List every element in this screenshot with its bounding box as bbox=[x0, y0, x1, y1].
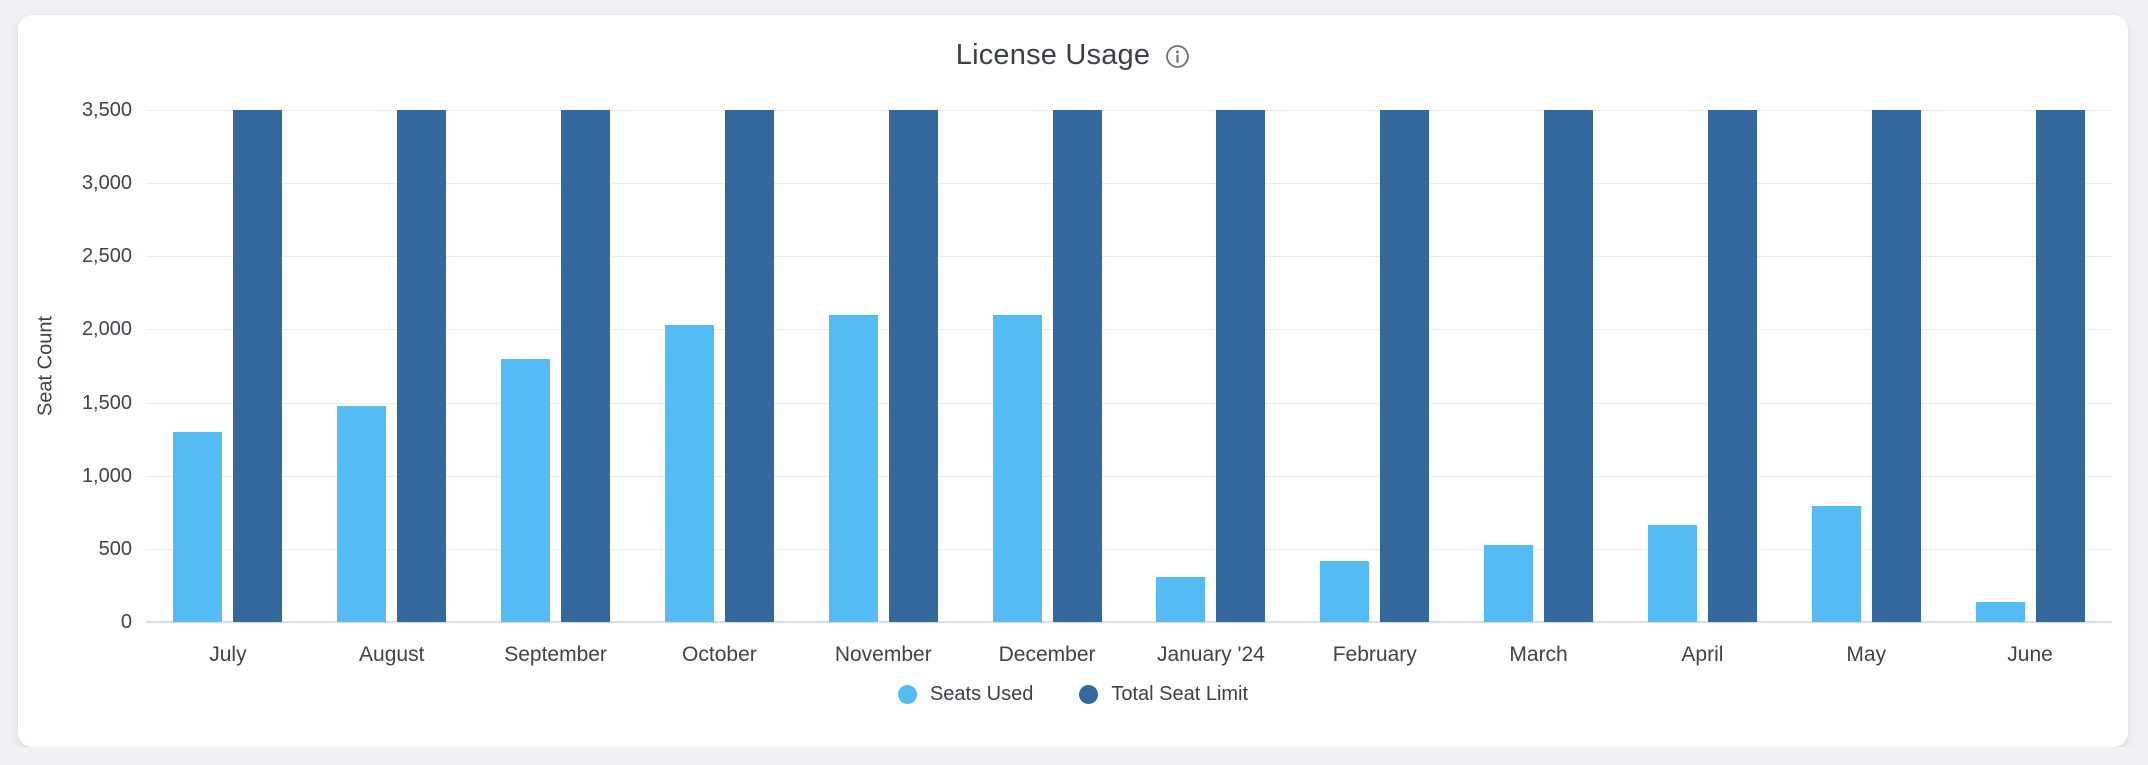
y-tick-label: 1,000 bbox=[81, 464, 132, 487]
x-tick-label: October bbox=[682, 643, 757, 666]
y-tick-label: 3,500 bbox=[81, 99, 132, 121]
bar-seats-used[interactable] bbox=[173, 431, 223, 622]
chart-card: License Usage Seat Count Seats Used Total… bbox=[18, 15, 2128, 747]
chart-title: License Usage bbox=[955, 39, 1151, 71]
bar-total-seat-limit[interactable] bbox=[1380, 110, 1430, 622]
x-tick-label: February bbox=[1332, 643, 1417, 666]
page-background-strip bbox=[0, 747, 2148, 765]
gridline bbox=[146, 329, 2112, 331]
y-tick-label: 500 bbox=[98, 537, 132, 560]
bar-seats-used[interactable] bbox=[1647, 525, 1697, 622]
gridline bbox=[146, 110, 2112, 111]
bar-seats-used[interactable] bbox=[828, 314, 878, 622]
bar-total-seat-limit[interactable] bbox=[1707, 110, 1757, 622]
bar-total-seat-limit[interactable] bbox=[1544, 110, 1594, 622]
x-axis-line bbox=[146, 621, 2112, 623]
plot-area bbox=[146, 110, 2112, 623]
bar-total-seat-limit[interactable] bbox=[1871, 110, 1921, 622]
y-tick-label: 2,500 bbox=[81, 245, 132, 268]
x-tick-label: November bbox=[834, 643, 932, 666]
bar-seats-used[interactable] bbox=[1811, 506, 1861, 622]
y-tick-label: 2,000 bbox=[81, 318, 132, 341]
bar-seats-used[interactable] bbox=[1320, 561, 1370, 622]
bar-seats-used[interactable] bbox=[664, 325, 714, 622]
gridline bbox=[146, 256, 2112, 258]
y-tick-label: 0 bbox=[120, 611, 132, 633]
x-tick-label: April bbox=[1681, 643, 1724, 666]
bar-seats-used[interactable] bbox=[1975, 602, 2025, 622]
x-tick-label: December bbox=[998, 643, 1096, 666]
gridline bbox=[146, 183, 2112, 185]
legend-label: Seats Used bbox=[929, 683, 1034, 705]
x-tick-label: July bbox=[209, 643, 247, 666]
bar-total-seat-limit[interactable] bbox=[561, 110, 611, 622]
x-tick-label: March bbox=[1509, 643, 1568, 666]
legend-swatch-total-seat-limit bbox=[1079, 685, 1099, 704]
bar-total-seat-limit[interactable] bbox=[233, 110, 283, 622]
x-tick-label: January '24 bbox=[1156, 643, 1265, 666]
bar-total-seat-limit[interactable] bbox=[724, 110, 774, 622]
bar-total-seat-limit[interactable] bbox=[2035, 110, 2085, 622]
gridline bbox=[146, 548, 2112, 550]
legend-swatch-seats-used bbox=[897, 685, 917, 704]
info-icon[interactable] bbox=[1165, 44, 1190, 69]
bar-total-seat-limit[interactable] bbox=[888, 110, 938, 622]
bar-seats-used[interactable] bbox=[1156, 576, 1206, 622]
legend-item-seats-used[interactable]: Seats Used bbox=[897, 683, 1034, 706]
bar-total-seat-limit[interactable] bbox=[1052, 110, 1102, 622]
bar-seats-used[interactable] bbox=[992, 314, 1042, 622]
bar-seats-used[interactable] bbox=[337, 405, 387, 622]
gridline bbox=[146, 402, 2112, 404]
chart-header: License Usage bbox=[18, 39, 2128, 72]
x-tick-label: August bbox=[359, 643, 425, 666]
legend: Seats Used Total Seat Limit bbox=[18, 683, 2128, 706]
y-tick-label: 3,000 bbox=[81, 172, 132, 195]
x-tick-label: May bbox=[1846, 643, 1887, 666]
legend-label: Total Seat Limit bbox=[1111, 683, 1249, 705]
bar-total-seat-limit[interactable] bbox=[397, 110, 447, 622]
gridline bbox=[146, 475, 2112, 477]
bar-total-seat-limit[interactable] bbox=[1216, 110, 1266, 622]
x-tick-label: June bbox=[2007, 643, 2053, 666]
x-tick-label: September bbox=[504, 643, 607, 666]
legend-item-total-seat-limit[interactable]: Total Seat Limit bbox=[1079, 683, 1248, 706]
bar-seats-used[interactable] bbox=[501, 358, 551, 622]
y-tick-label: 1,500 bbox=[81, 391, 132, 414]
bar-seats-used[interactable] bbox=[1484, 545, 1534, 622]
